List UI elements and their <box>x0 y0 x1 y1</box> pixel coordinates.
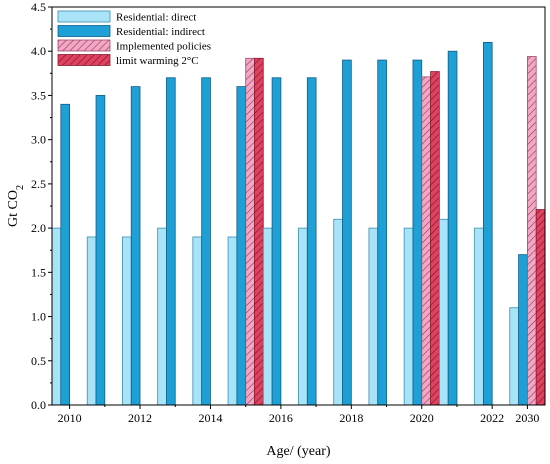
bar-residential-indirect-2016 <box>271 77 282 406</box>
bar-residential-direct-2018 <box>333 218 343 406</box>
bar-residential-indirect-2021 <box>447 50 458 406</box>
legend-label-1: Residential: indirect <box>116 26 205 38</box>
bar-residential-direct-2021 <box>438 218 449 406</box>
bar-residential-indirect-2022 <box>482 41 493 406</box>
bar-implemented-policies-2030 <box>526 56 537 406</box>
legend: Residential: direct Residential: indirect… <box>57 10 211 67</box>
bar-residential-direct-2012 <box>122 236 132 406</box>
bar-residential-direct-2017 <box>298 227 308 406</box>
y-axis: 0.0 0.5 1.0 1.5 2.0 2.5 3.0 3.5 4.0 4.5 <box>31 0 52 412</box>
y-tick-label: 3.5 <box>31 88 46 102</box>
x-tick-label-2030: 2030 <box>515 411 539 425</box>
y-tick-label: 4.5 <box>31 0 46 14</box>
x-tick-label-2020: 2020 <box>410 411 434 425</box>
bar-residential-direct-2013 <box>157 227 167 406</box>
bar-residential-indirect-2011 <box>95 95 106 406</box>
bar-residential-indirect-2014 <box>201 77 211 406</box>
bar-residential-direct-2011 <box>86 236 97 406</box>
bar-residential-indirect-2020 <box>412 59 423 406</box>
x-tick-label-2018: 2018 <box>339 411 363 425</box>
y-axis-title-main: Gt CO <box>6 190 21 227</box>
legend-swatch-0 <box>57 10 111 23</box>
y-tick-label: 2.0 <box>31 221 46 235</box>
y-tick-label: 1.5 <box>31 265 46 279</box>
y-tick-label: 2.5 <box>31 177 46 191</box>
y-tick-label: 0.0 <box>31 398 46 412</box>
bar-residential-direct-2019 <box>368 227 379 406</box>
bars-layer <box>51 41 546 406</box>
y-tick-label: 1.0 <box>31 310 46 324</box>
y-tick-label: 0.5 <box>31 354 46 368</box>
legend-label-0: Residential: direct <box>116 12 196 24</box>
bar-limit-warming-2-c-2015 <box>254 57 264 406</box>
x-tick-label-2022: 2022 <box>480 411 504 425</box>
bar-residential-indirect-2013 <box>166 77 176 406</box>
x-axis: 2010 2012 2014 2016 2018 2020 2022 2030 <box>58 405 539 425</box>
bar-implemented-policies-2020 <box>421 76 431 406</box>
y-tick-label: 4.0 <box>31 44 46 58</box>
bar-residential-indirect-2030 <box>518 254 528 406</box>
bar-residential-indirect-2018 <box>342 59 352 406</box>
legend-label-3: limit warming 2°C <box>116 55 199 67</box>
y-axis-title-subscript: 2 <box>15 185 26 190</box>
bar-limit-warming-2-c-2030 <box>535 209 546 406</box>
bar-residential-indirect-2010 <box>60 103 70 406</box>
bar-residential-indirect-2017 <box>306 77 317 406</box>
bar-implemented-policies-2015 <box>245 57 255 406</box>
bar-residential-direct-2014 <box>192 236 203 406</box>
bar-residential-indirect-2012 <box>130 86 141 406</box>
y-axis-title: Gt CO2 <box>6 185 26 227</box>
x-axis-title: Age/ (year) <box>266 444 330 459</box>
x-tick-label-2012: 2012 <box>128 411 152 425</box>
legend-label-2: Implemented policies <box>116 41 211 53</box>
x-tick-label-2016: 2016 <box>269 411 293 425</box>
bar-residential-direct-2022 <box>474 227 484 406</box>
legend-swatch-3 <box>57 54 111 66</box>
x-tick-label-2014: 2014 <box>198 411 222 425</box>
bar-residential-direct-2016 <box>262 227 273 406</box>
bar-residential-direct-2020 <box>403 227 414 406</box>
y-tick-label: 3.0 <box>31 133 46 147</box>
legend-swatch-1 <box>57 25 111 37</box>
x-tick-label-2010: 2010 <box>58 411 82 425</box>
bar-residential-indirect-2019 <box>377 59 387 406</box>
bar-residential-direct-2030 <box>509 307 519 406</box>
bar-residential-indirect-2015 <box>236 86 247 406</box>
bar-residential-direct-2015 <box>227 236 238 406</box>
legend-swatch-2 <box>57 39 111 52</box>
bar-limit-warming-2-c-2020 <box>430 71 440 406</box>
bar-residential-direct-2010 <box>51 227 62 406</box>
